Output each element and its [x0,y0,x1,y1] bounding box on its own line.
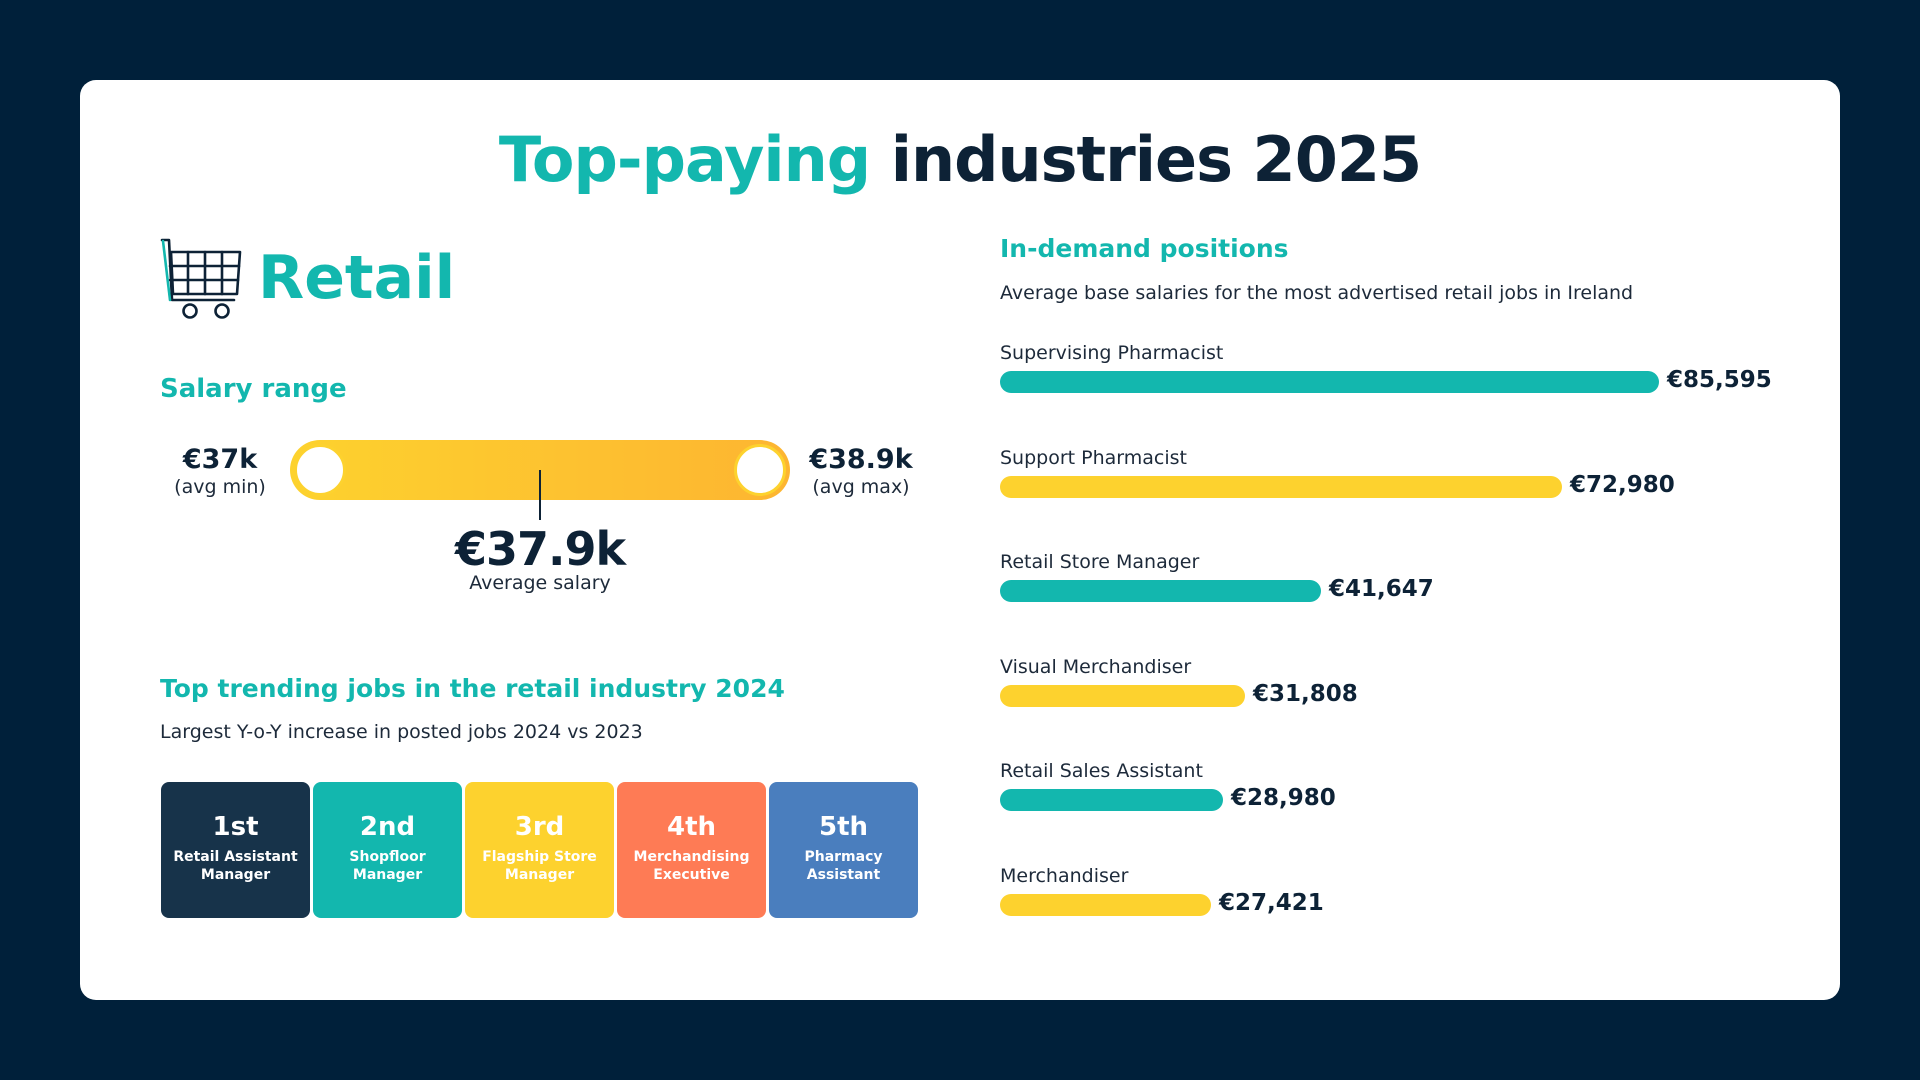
bar-label: Merchandiser [1000,864,1129,887]
trending-job: Shopfloor Manager [349,849,426,883]
chart-subtitle: Average base salaries for the most adver… [1000,282,1634,304]
trending-job: Retail Assistant Manager [173,849,298,883]
range-min-value: €37k [182,444,258,475]
bar [1000,789,1223,811]
bar-value-label: €41,647 [1329,576,1434,602]
salary-range-heading: Salary range [160,374,347,404]
trending-rank: 4th [666,812,717,842]
range-max-note: (avg max) [812,476,910,498]
trending-subtitle: Largest Y-o-Y increase in posted jobs 20… [160,721,643,743]
bar [1000,893,1211,916]
range-max-knob [734,444,786,496]
bar-value-label: €28,980 [1231,785,1336,811]
bar-value-label: €31,808 [1253,680,1358,707]
range-min-note: (avg min) [174,476,266,498]
title-accent: Top-paying [498,123,871,196]
bar [1000,475,1562,498]
trending-heading: Top trending jobs in the retail industry… [160,674,785,703]
range-max-value: €38.9k [809,444,913,475]
trending-tile-2: 2nd Shopfloor Manager [313,782,462,918]
range-min-knob [294,444,346,496]
page-title: Top-paying industries 2025 [0,122,1920,198]
trending-tile-1: 1st Retail Assistant Manager [161,782,310,918]
trending-job: Merchandising Executive [633,849,750,883]
bar-label: Retail Sales Assistant [1000,760,1203,782]
average-salary-note: Average salary [469,572,611,594]
bar-label: Retail Store Manager [1000,551,1200,573]
bar [1000,580,1321,602]
title-rest: industries 2025 [890,123,1422,196]
industry-name: Retail [258,243,456,313]
average-marker [539,470,541,520]
trending-tile-5: 5th Pharmacy Assistant [769,782,918,918]
bar-value-label: €85,595 [1667,367,1772,393]
trending-job: Flagship Store Manager [482,849,597,883]
bar [1000,684,1245,707]
trending-rank: 3rd [514,812,565,842]
bar-value-label: €27,421 [1219,889,1324,916]
chart-title: In-demand positions [1000,234,1289,263]
shopping-cart-icon [160,238,242,319]
trending-rank: 1st [212,812,259,842]
bar-label: Supervising Pharmacist [1000,342,1224,364]
trending-job: Pharmacy Assistant [804,849,883,883]
bar [1000,371,1659,393]
trending-tile-4: 4th Merchandising Executive [617,782,766,918]
trending-tile-3: 3rd Flagship Store Manager [465,782,614,918]
bar-label: Support Pharmacist [1000,446,1187,469]
bar-label: Visual Merchandiser [1000,655,1192,678]
average-salary-value: €37.9k [454,522,626,576]
trending-rank: 2nd [359,812,416,842]
bar-value-label: €72,980 [1570,471,1675,498]
trending-rank: 5th [818,812,869,842]
